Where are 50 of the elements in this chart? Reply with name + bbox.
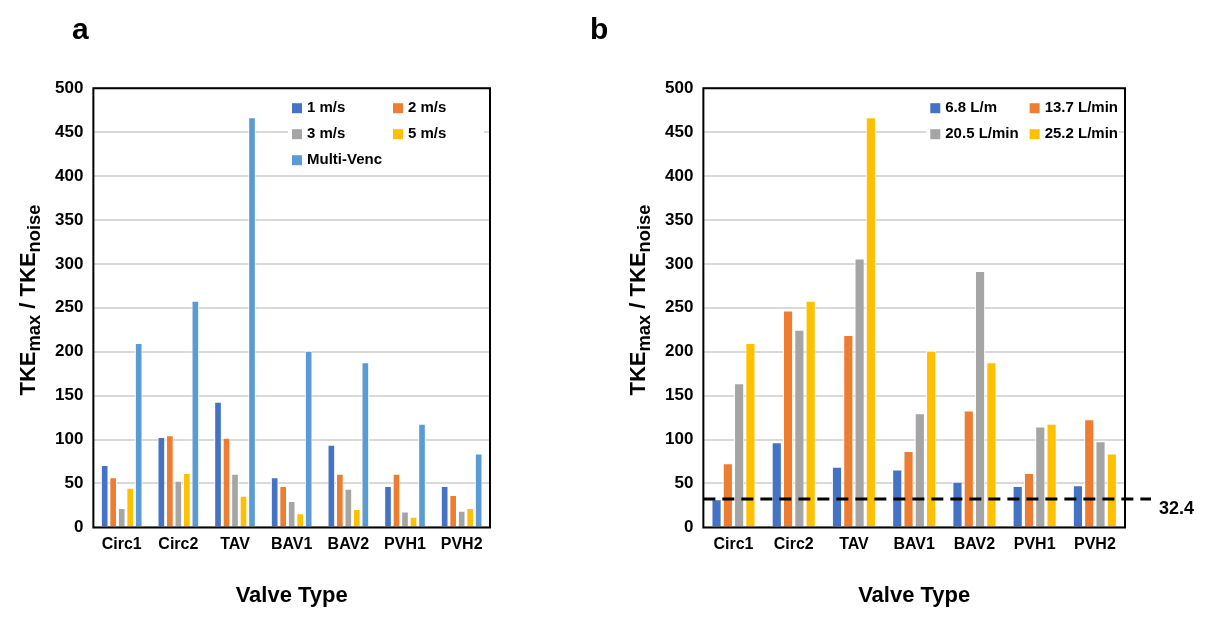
y-tick-label: 450: [54, 121, 84, 141]
y-tick-label: 350: [664, 209, 694, 229]
chart-title: a: [72, 12, 89, 46]
x-tick-label: Circ2: [773, 535, 814, 553]
y-tick-label: 100: [54, 429, 84, 449]
y-tick-label: 50: [674, 473, 694, 493]
x-tick-label: PVH1: [384, 535, 427, 553]
legend-label: 13.7 L/min: [1044, 98, 1118, 116]
x-tick-label: BAV1: [270, 535, 313, 553]
legend-label: 2 m/s: [407, 98, 447, 116]
y-tick-label: 500: [664, 77, 694, 97]
x-axis-title: Valve Type: [235, 581, 348, 607]
ref-line-label: 32.4: [1159, 497, 1195, 518]
legend-label: 1 m/s: [306, 98, 346, 116]
y-tick-label: 0: [683, 517, 694, 537]
y-tick-label: 450: [664, 121, 694, 141]
y-tick-label: 200: [54, 341, 84, 361]
y-tick-label: 50: [64, 473, 84, 493]
x-tick-label: PVH1: [1013, 535, 1056, 553]
y-tick-label: 400: [664, 165, 694, 185]
legend-label: Multi-Venc: [306, 150, 382, 168]
x-tick-label: BAV2: [953, 535, 996, 553]
legend-label: 6.8 L/m: [945, 98, 997, 116]
y-tick-label: 500: [54, 77, 84, 97]
x-axis-title: Valve Type: [858, 581, 971, 607]
y-tick-label: 400: [54, 165, 84, 185]
y-tick-label: 300: [664, 253, 694, 273]
x-tick-label: Circ1: [101, 535, 142, 553]
legend-label: 3 m/s: [306, 124, 346, 142]
legend-label: 20.5 L/min: [945, 124, 1019, 142]
y-tick-label: 250: [664, 297, 694, 317]
x-tick-label: Circ2: [158, 535, 199, 553]
y-tick-label: 100: [664, 429, 694, 449]
x-tick-label: TAV: [220, 535, 251, 553]
legend-label: 25.2 L/min: [1044, 124, 1118, 142]
x-tick-label: BAV1: [893, 535, 936, 553]
x-tick-label: Circ1: [713, 535, 754, 553]
x-tick-label: TAV: [839, 535, 870, 553]
chart-title: b: [590, 12, 609, 46]
y-tick-label: 0: [73, 517, 84, 537]
y-tick-label: 150: [664, 385, 694, 405]
legend-label: 5 m/s: [407, 124, 447, 142]
y-tick-label: 250: [54, 297, 84, 317]
x-tick-label: PVH2: [440, 535, 483, 553]
y-tick-label: 300: [54, 253, 84, 273]
x-tick-label: BAV2: [327, 535, 370, 553]
y-tick-label: 200: [664, 341, 694, 361]
x-tick-label: PVH2: [1073, 535, 1116, 553]
y-tick-label: 350: [54, 209, 84, 229]
y-tick-label: 150: [54, 385, 84, 405]
